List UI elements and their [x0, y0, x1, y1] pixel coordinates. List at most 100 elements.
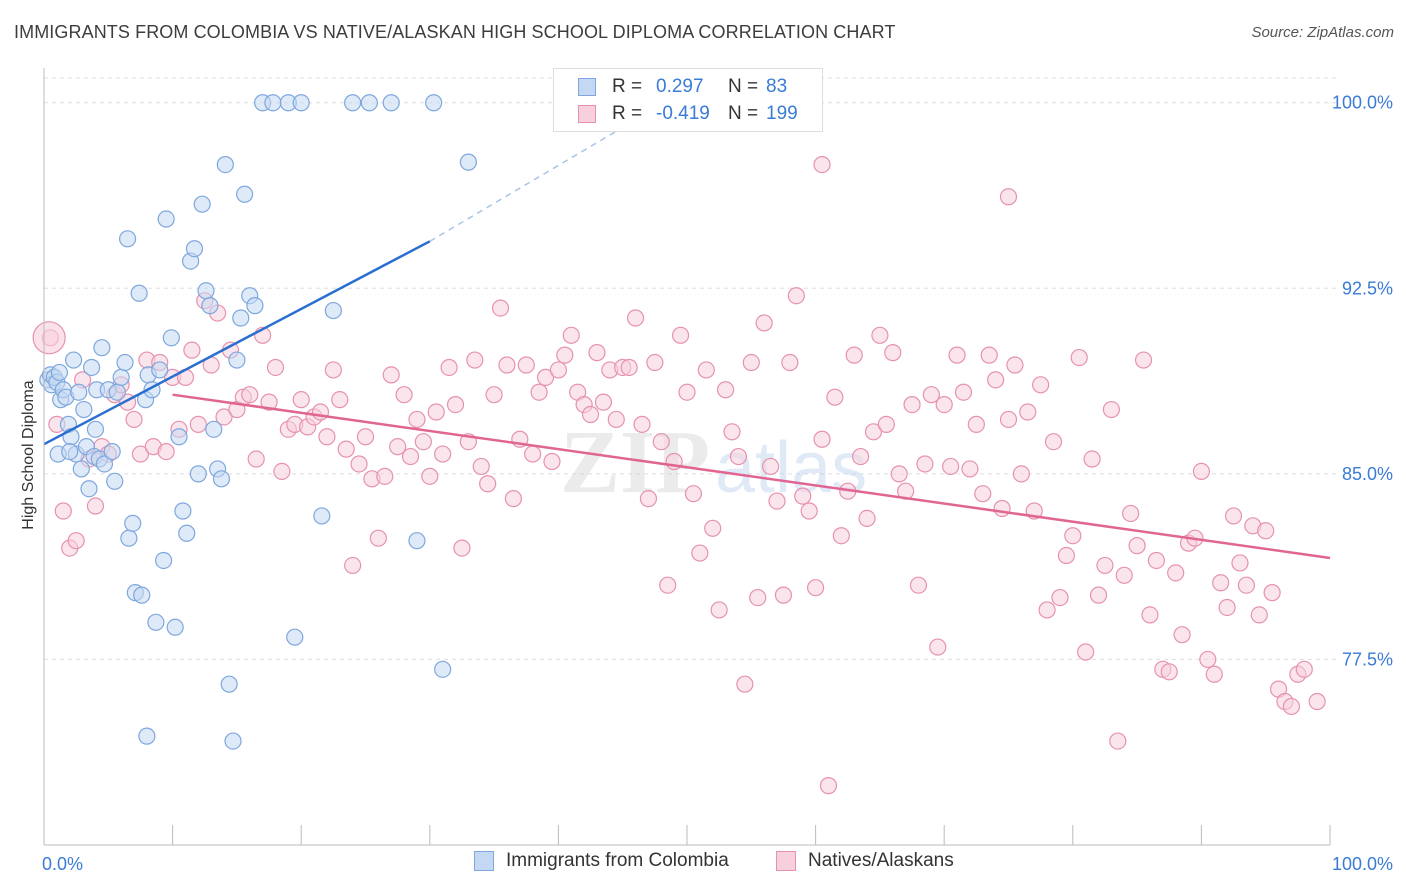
point-natives — [749, 588, 767, 607]
legend-r-value: -0.419 — [656, 103, 710, 124]
point-natives — [852, 447, 870, 466]
point-natives — [241, 386, 259, 404]
point-natives — [1192, 462, 1211, 480]
point-natives — [344, 556, 362, 575]
point-natives — [157, 443, 175, 461]
point-natives — [1102, 400, 1120, 419]
point-natives — [453, 539, 471, 557]
point-natives — [929, 638, 947, 656]
point-natives — [1038, 601, 1056, 619]
point-colombia — [232, 309, 250, 327]
legend-row-colombia: R = 0.297 N = 83 — [554, 73, 806, 101]
point-natives — [536, 368, 555, 386]
point-natives — [466, 351, 484, 369]
point-natives — [1141, 606, 1159, 624]
legend-r-label: R = — [612, 103, 643, 124]
point-colombia — [313, 507, 331, 525]
point-colombia — [216, 155, 234, 174]
point-natives — [916, 455, 934, 473]
point-natives — [974, 485, 992, 503]
point-natives — [530, 383, 548, 401]
point-natives — [697, 361, 715, 379]
point-natives — [260, 393, 278, 411]
point-colombia — [130, 284, 148, 302]
point-natives — [1128, 537, 1146, 555]
point-natives — [1160, 663, 1178, 681]
point-natives — [215, 408, 233, 426]
point-natives — [549, 361, 568, 379]
point-natives — [858, 509, 876, 528]
point-natives — [1231, 554, 1249, 572]
point-natives — [337, 440, 355, 458]
point-natives — [774, 586, 793, 604]
bottom-legend-colombia: Immigrants from Colombia — [474, 850, 729, 872]
point-natives — [659, 576, 677, 594]
point-natives — [446, 395, 465, 414]
point-natives — [1167, 564, 1185, 582]
point-natives — [691, 544, 709, 562]
point-natives — [761, 457, 780, 476]
point-colombia — [286, 628, 304, 646]
legend-n-label: N = — [728, 76, 759, 97]
trend-layer — [43, 126, 1331, 560]
point-natives — [588, 344, 606, 362]
point-natives — [999, 410, 1018, 429]
point-natives — [331, 391, 349, 409]
point-colombia — [185, 240, 204, 258]
point-natives — [607, 410, 625, 429]
point-natives — [729, 447, 748, 466]
legend-swatch-blue — [578, 78, 596, 96]
point-colombia — [86, 420, 105, 438]
bottom-legend-swatch-blue — [474, 851, 494, 871]
point-natives — [32, 321, 66, 355]
point-natives — [1308, 692, 1326, 711]
point-colombia — [408, 532, 426, 550]
point-natives — [626, 309, 645, 327]
point-colombia — [147, 613, 165, 631]
point-natives — [543, 452, 561, 471]
point-natives — [723, 423, 741, 441]
point-natives — [485, 386, 503, 404]
point-natives — [1006, 356, 1024, 374]
point-natives — [1224, 507, 1243, 525]
point-natives — [935, 395, 953, 414]
point-colombia — [170, 428, 188, 446]
point-natives — [434, 445, 452, 463]
point-colombia — [118, 230, 137, 248]
point-natives — [421, 467, 439, 485]
point-colombia — [178, 524, 196, 542]
legend-n-label: N = — [728, 103, 759, 124]
point-colombia — [108, 383, 126, 401]
point-natives — [954, 383, 973, 401]
point-natives — [1250, 606, 1268, 624]
point-colombia — [434, 660, 452, 678]
point-natives — [993, 499, 1011, 518]
point-natives — [819, 777, 838, 795]
point-natives — [755, 314, 773, 332]
point-natives — [813, 430, 831, 448]
point-natives — [1147, 551, 1165, 570]
legend-row-natives: R = -0.419 N = 199 — [554, 100, 806, 128]
point-natives — [318, 428, 336, 446]
point-natives — [1295, 660, 1313, 678]
y-tick-label: 85.0% — [1342, 464, 1393, 484]
legend-r-label: R = — [612, 76, 643, 97]
point-natives — [498, 356, 516, 374]
point-natives — [292, 391, 310, 409]
point-natives — [369, 529, 387, 547]
point-natives — [736, 675, 754, 693]
point-natives — [1051, 588, 1069, 607]
point-colombia — [116, 353, 134, 372]
point-natives — [472, 457, 490, 476]
point-natives — [671, 326, 690, 344]
point-natives — [646, 353, 664, 372]
point-natives — [581, 405, 600, 424]
point-colombia — [162, 329, 180, 347]
point-natives — [562, 326, 580, 344]
point-natives — [864, 423, 883, 441]
point-natives — [813, 155, 831, 174]
point-colombia — [324, 301, 342, 320]
point-natives — [517, 356, 535, 374]
point-natives — [980, 346, 998, 364]
point-natives — [1109, 732, 1127, 750]
